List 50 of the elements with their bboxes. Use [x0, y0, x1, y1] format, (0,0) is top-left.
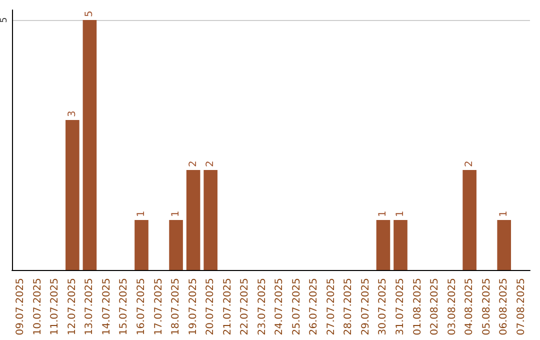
x-tick-label: 11.07.2025 — [50, 278, 61, 336]
data-label: 5 — [84, 10, 96, 17]
x-tick-label: 19.07.2025 — [188, 278, 199, 336]
data-label: 1 — [395, 210, 406, 217]
bar — [204, 170, 218, 270]
x-tick-label: 28.07.2025 — [343, 278, 354, 336]
bar — [82, 20, 97, 270]
data-label: 1 — [170, 210, 182, 217]
x-tick-label: 05.08.2025 — [481, 278, 492, 336]
x-tick-label: 09.07.2025 — [15, 278, 26, 336]
x-tick-label: 01.08.2025 — [412, 278, 424, 336]
x-tick-label: 07.08.2025 — [516, 278, 527, 336]
bar — [497, 220, 512, 270]
x-tick-label: 14.07.2025 — [101, 278, 112, 336]
x-tick-label: 12.07.2025 — [66, 278, 78, 336]
bar — [66, 120, 80, 270]
x-tick-label: 23.07.2025 — [256, 278, 268, 336]
data-label: 3 — [66, 110, 78, 117]
bar — [134, 220, 148, 270]
data-label: 1 — [378, 210, 389, 217]
bar — [186, 170, 200, 270]
x-tick-label: 26.07.2025 — [308, 278, 320, 336]
data-label: 1 — [498, 210, 510, 217]
x-tick-label: 06.08.2025 — [498, 278, 510, 336]
data-label: 2 — [464, 160, 476, 167]
bar — [169, 220, 183, 270]
x-tick-label: 18.07.2025 — [170, 278, 182, 336]
data-label: 2 — [205, 160, 216, 167]
bar — [376, 220, 390, 270]
x-tick-label: 17.07.2025 — [153, 278, 164, 336]
x-tick-label: 03.08.2025 — [446, 278, 458, 336]
data-label: 1 — [136, 210, 147, 217]
x-tick-label: 13.07.2025 — [84, 278, 96, 336]
x-tick-label: 29.07.2025 — [360, 278, 372, 336]
bar — [394, 220, 408, 270]
x-tick-label: 31.07.2025 — [395, 278, 406, 336]
x-tick-label: 21.07.2025 — [222, 278, 234, 336]
x-tick-label: 20.07.2025 — [205, 278, 216, 336]
x-tick-label: 30.07.2025 — [378, 278, 389, 336]
bar — [462, 170, 476, 270]
data-label: 2 — [188, 160, 199, 167]
x-tick-label: 22.07.2025 — [240, 278, 251, 336]
x-tick-label: 15.07.2025 — [118, 278, 130, 336]
x-tick-label: 04.08.2025 — [464, 278, 476, 336]
x-tick-label: 16.07.2025 — [136, 278, 147, 336]
x-tick-label: 24.07.2025 — [274, 278, 286, 336]
x-tick-label: 10.07.2025 — [32, 278, 44, 336]
x-tick-label: 25.07.2025 — [291, 278, 302, 336]
x-tick-label: 02.08.2025 — [430, 278, 441, 336]
x-tick-label: 27.07.2025 — [326, 278, 337, 336]
